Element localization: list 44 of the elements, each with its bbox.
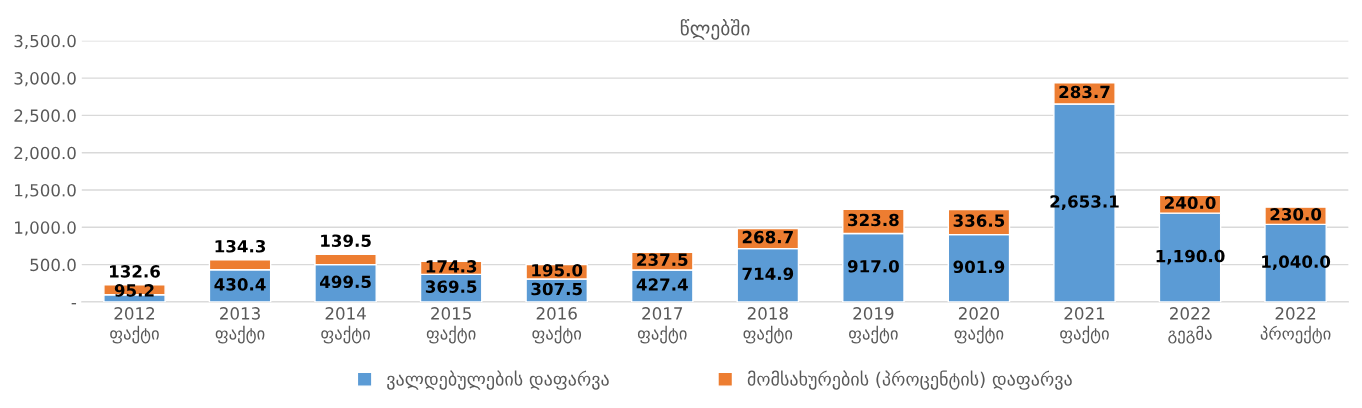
y-tick-label: -: [71, 303, 77, 305]
chart-title: წლებში: [680, 18, 750, 40]
x-tick-label: 2021 ფაქტი: [1060, 307, 1109, 344]
data-label: 714.9: [742, 267, 794, 281]
data-label: 240.0: [1165, 196, 1216, 210]
x-tick-label: 2019 ფაქტი: [849, 307, 898, 344]
legend-label: ვალდებულების დაფარვა: [387, 370, 609, 390]
x-tick-label: 2022 გეგმა: [1168, 307, 1212, 344]
data-label: 917.0: [847, 259, 899, 273]
x-tick-label: 2015 ფაქტი: [426, 307, 476, 344]
y-tick-label: 2,500.0: [14, 109, 76, 124]
y-tick-label: 2,000.0: [14, 146, 76, 161]
data-label: 134.3: [215, 239, 266, 253]
data-label: 139.5: [321, 234, 371, 248]
data-label: 336.5: [953, 214, 1005, 227]
y-tick-label: 3,000.0: [14, 72, 76, 87]
data-label: 307.5: [531, 282, 582, 296]
data-label: 95.2: [114, 284, 154, 297]
data-label: 430.4: [214, 278, 266, 291]
data-label: 283.7: [1059, 85, 1110, 99]
x-tick-label: 2016 ფაქტი: [532, 307, 582, 344]
data-label: 901.9: [953, 260, 1005, 274]
data-label: 268.7: [742, 230, 793, 244]
x-tick-label: 2013 ფაქტი: [215, 307, 265, 344]
data-label: 195.0: [532, 263, 583, 277]
x-tick-label: 2014 ფაქტი: [321, 307, 370, 344]
x-tick-label: 2022 პროექტი: [1260, 307, 1331, 344]
y-tick-label: 500.0: [30, 258, 76, 272]
data-label: 230.0: [1270, 207, 1322, 221]
data-label: 369.5: [425, 280, 477, 293]
data-label: 323.8: [848, 213, 899, 227]
x-tick-label: 2018 ფაქტი: [743, 307, 793, 344]
data-label: 174.3: [426, 260, 477, 273]
data-label: 132.6: [110, 265, 160, 278]
y-tick-label: 3,500.0: [14, 34, 76, 50]
data-label: 427.4: [636, 278, 688, 291]
x-tick-label: 2012 ფაქტი: [110, 307, 159, 344]
y-tick-label: 1,000.0: [15, 221, 76, 236]
legend-label: მომსახურების (პროცენტის) დაფარვა: [747, 370, 1072, 390]
x-tick-label: 2017 ფაქტი: [637, 307, 687, 344]
x-tick-label: 2020 ფაქტი: [954, 307, 1004, 344]
data-label: 499.5: [320, 275, 371, 289]
y-tick-label: 1,500.0: [15, 183, 76, 199]
data-label: 237.5: [637, 253, 688, 267]
